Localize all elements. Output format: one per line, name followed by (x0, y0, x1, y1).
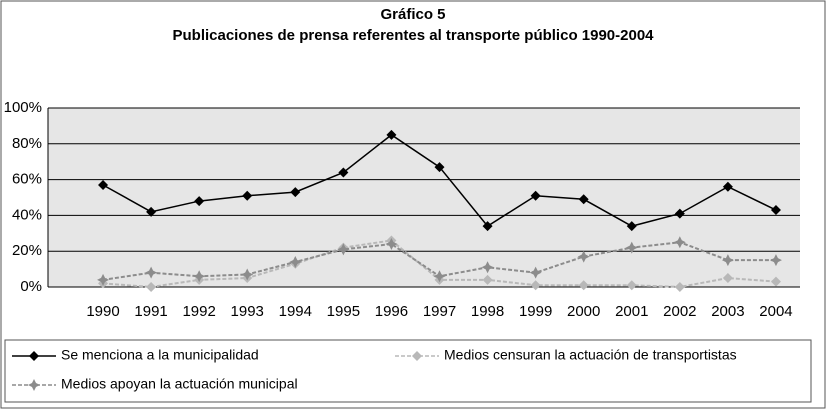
x-tick-label: 1993 (231, 303, 264, 320)
point (770, 276, 781, 287)
legend-label: Se menciona a la municipalidad (61, 347, 259, 363)
point (674, 282, 685, 292)
point (721, 254, 734, 267)
point (626, 280, 637, 291)
legend-marker (412, 351, 422, 361)
legend (4, 339, 812, 403)
point (146, 206, 157, 217)
point (674, 208, 685, 219)
point (290, 187, 301, 198)
point (626, 221, 637, 232)
x-tick-label: 1992 (182, 303, 215, 320)
point (529, 266, 542, 279)
y-tick-label: 80% (12, 135, 42, 152)
point (482, 221, 493, 232)
point (338, 167, 349, 178)
point (578, 280, 589, 291)
y-tick-label: 60% (12, 171, 42, 188)
chart-subtitle: Publicaciones de prensa referentes al tr… (172, 27, 654, 44)
point (193, 270, 206, 283)
y-tick-label: 40% (12, 206, 42, 223)
point (289, 255, 302, 268)
point (98, 179, 109, 190)
x-tick-label: 1994 (279, 303, 312, 320)
legend-marker (29, 351, 39, 361)
x-tick-label: 1998 (471, 303, 504, 320)
point (337, 243, 350, 256)
chart-title: Gráfico 5 (380, 6, 445, 23)
point (482, 274, 493, 285)
point (241, 268, 254, 281)
point (434, 162, 445, 173)
x-tick-label: 1990 (86, 303, 119, 320)
point (194, 196, 205, 207)
x-tick-label: 2001 (615, 303, 648, 320)
x-tick-label: 1995 (327, 303, 360, 320)
x-tick-label: 1997 (423, 303, 456, 320)
point (722, 181, 733, 192)
point (385, 238, 398, 251)
point (673, 236, 686, 249)
point (386, 129, 397, 140)
x-tick-label: 2002 (663, 303, 696, 320)
point (242, 190, 253, 201)
legend-label: Medios censuran la actuación de transpor… (444, 347, 737, 363)
point (722, 273, 733, 284)
legend-label: Medios apoyan la actuación municipal (61, 376, 298, 392)
y-tick-label: 100% (4, 99, 42, 116)
y-tick-label: 20% (12, 242, 42, 259)
plot-area (48, 108, 800, 287)
x-tick-label: 1999 (519, 303, 552, 320)
x-tick-label: 1996 (375, 303, 408, 320)
point (769, 254, 782, 267)
point (577, 250, 590, 263)
point (146, 282, 157, 292)
legend-marker (28, 379, 40, 391)
x-tick-label: 2004 (759, 303, 792, 320)
point (481, 261, 494, 274)
point (770, 205, 781, 216)
point (578, 194, 589, 205)
x-tick-label: 2003 (711, 303, 744, 320)
point (97, 273, 110, 286)
x-tick-label: 2000 (567, 303, 600, 320)
y-tick-label: 0% (20, 278, 42, 295)
point (530, 190, 541, 201)
point (530, 280, 541, 291)
point (145, 266, 158, 279)
point (433, 270, 446, 283)
x-tick-label: 1991 (134, 303, 167, 320)
point (625, 241, 638, 254)
